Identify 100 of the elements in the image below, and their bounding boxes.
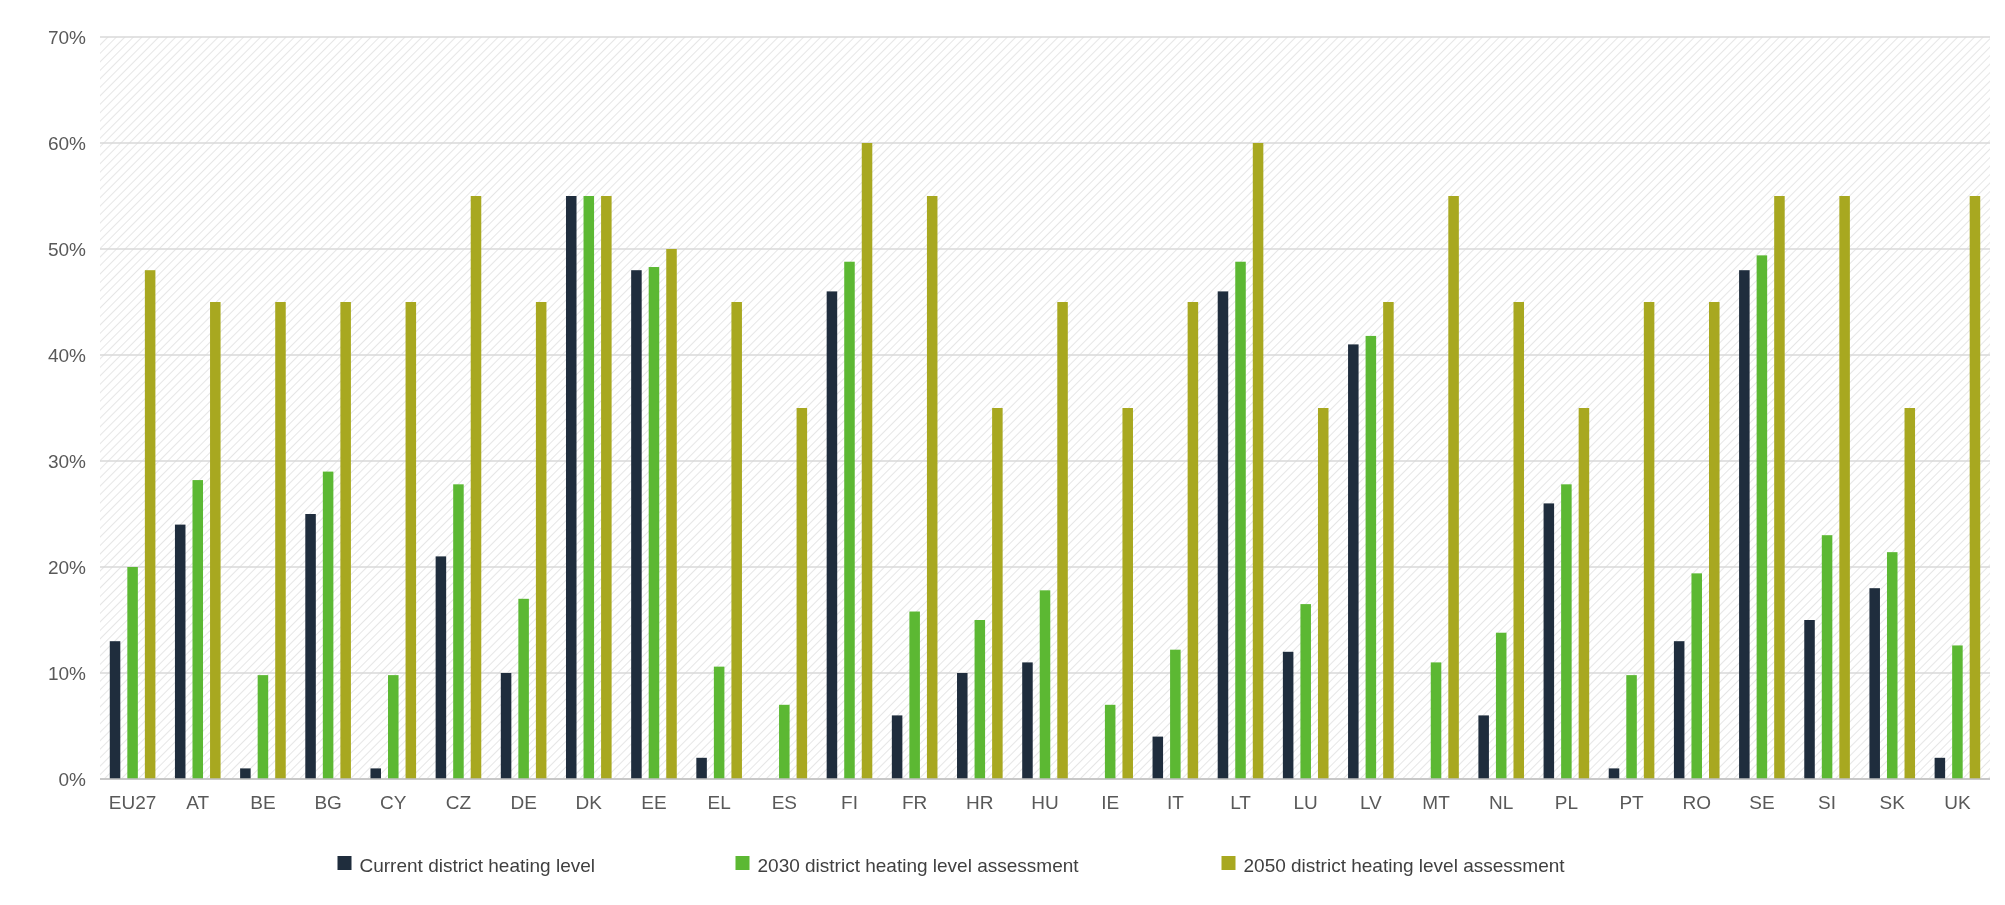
bar — [109, 641, 121, 779]
bar — [1235, 261, 1246, 779]
y-tick-label: 20% — [47, 556, 87, 578]
bar — [779, 704, 790, 779]
x-tick-label: LU — [1293, 792, 1318, 813]
x-tick-label: EE — [641, 792, 667, 813]
bar — [1756, 255, 1768, 779]
bar — [1383, 302, 1394, 779]
bar — [1869, 588, 1880, 779]
x-tick-label: PL — [1554, 792, 1578, 813]
x-tick-label: UK — [1944, 792, 1971, 813]
bar — [470, 196, 482, 779]
bar — [1969, 196, 1981, 779]
bar — [127, 567, 138, 779]
bar — [1348, 344, 1359, 779]
x-tick-label: MT — [1422, 792, 1451, 813]
bar — [861, 143, 873, 779]
y-tick-label: 50% — [47, 238, 87, 260]
bar — [992, 408, 1003, 779]
y-tick-label: 0% — [58, 768, 87, 790]
bar — [240, 768, 251, 779]
bar — [370, 768, 381, 779]
bar — [500, 673, 512, 779]
x-tick-label: LT — [1230, 792, 1252, 813]
bar — [340, 302, 351, 779]
bar — [583, 196, 595, 779]
bar — [1691, 573, 1702, 779]
bar — [1430, 662, 1442, 779]
bar — [453, 484, 464, 779]
y-tick-label: 30% — [47, 450, 87, 472]
bar — [1317, 408, 1329, 779]
bar — [1543, 503, 1555, 779]
bar — [1282, 651, 1294, 779]
bar — [974, 620, 986, 779]
x-tick-label: AT — [186, 792, 210, 813]
x-tick-label: RO — [1682, 792, 1711, 813]
legend-label: 2030 district heating level assessment — [757, 854, 1080, 876]
bar — [1643, 302, 1655, 779]
x-tick-label: SK — [1879, 792, 1906, 813]
x-tick-label: SI — [1818, 792, 1837, 813]
bar — [1365, 335, 1377, 779]
bar — [1774, 196, 1785, 779]
bar — [322, 471, 334, 779]
y-tick-label: 40% — [47, 344, 87, 366]
y-tick-label: 60% — [47, 132, 87, 154]
x-tick-label: LV — [1359, 792, 1383, 813]
bar — [1170, 649, 1181, 779]
bar — [601, 196, 612, 779]
bar — [1022, 662, 1033, 779]
x-tick-label: CY — [380, 792, 407, 813]
x-tick-label: IE — [1101, 792, 1120, 813]
bar — [1152, 736, 1164, 779]
bar — [1821, 535, 1833, 779]
x-tick-label: FR — [901, 792, 928, 813]
x-tick-label: EU27 — [108, 792, 157, 813]
x-tick-label: ES — [771, 792, 797, 813]
bar — [696, 757, 707, 779]
bar — [1252, 143, 1264, 779]
bar — [1217, 291, 1229, 779]
bar — [1187, 302, 1199, 779]
bar — [926, 196, 938, 779]
x-tick-label: PT — [1619, 792, 1645, 813]
bar — [891, 715, 903, 779]
x-tick-label: BG — [314, 792, 342, 813]
bar — [257, 675, 269, 779]
bar — [713, 666, 725, 779]
x-tick-label: HR — [966, 792, 994, 813]
bar — [305, 514, 316, 779]
bar — [1513, 302, 1525, 779]
bar — [1561, 484, 1572, 779]
bar — [1839, 196, 1850, 779]
bar — [631, 270, 642, 779]
bar — [1478, 715, 1489, 779]
bar — [1495, 632, 1507, 779]
bar — [1804, 620, 1815, 779]
bar — [535, 302, 547, 779]
legend-label: Current district heating level — [359, 854, 595, 876]
y-tick-label: 70% — [47, 26, 87, 48]
bar — [731, 302, 742, 779]
bar — [909, 611, 920, 779]
x-tick-label: SE — [1749, 792, 1775, 813]
x-tick-label: DK — [575, 792, 603, 813]
bar — [210, 302, 221, 779]
bar — [648, 267, 660, 779]
x-tick-label: BE — [250, 792, 276, 813]
bar — [1578, 408, 1590, 779]
bar — [1952, 645, 1963, 779]
x-tick-label: IT — [1166, 792, 1185, 813]
bar — [1057, 302, 1068, 779]
x-tick-label: CZ — [445, 792, 472, 813]
bar — [144, 270, 156, 779]
x-tick-label: NL — [1489, 792, 1514, 813]
bar — [1739, 270, 1750, 779]
bar — [826, 291, 838, 779]
bar — [1039, 590, 1051, 779]
bar — [1934, 757, 1946, 779]
x-tick-label: DE — [510, 792, 537, 813]
bar — [1104, 704, 1116, 779]
x-tick-label: HU — [1031, 792, 1059, 813]
bar — [1709, 302, 1720, 779]
